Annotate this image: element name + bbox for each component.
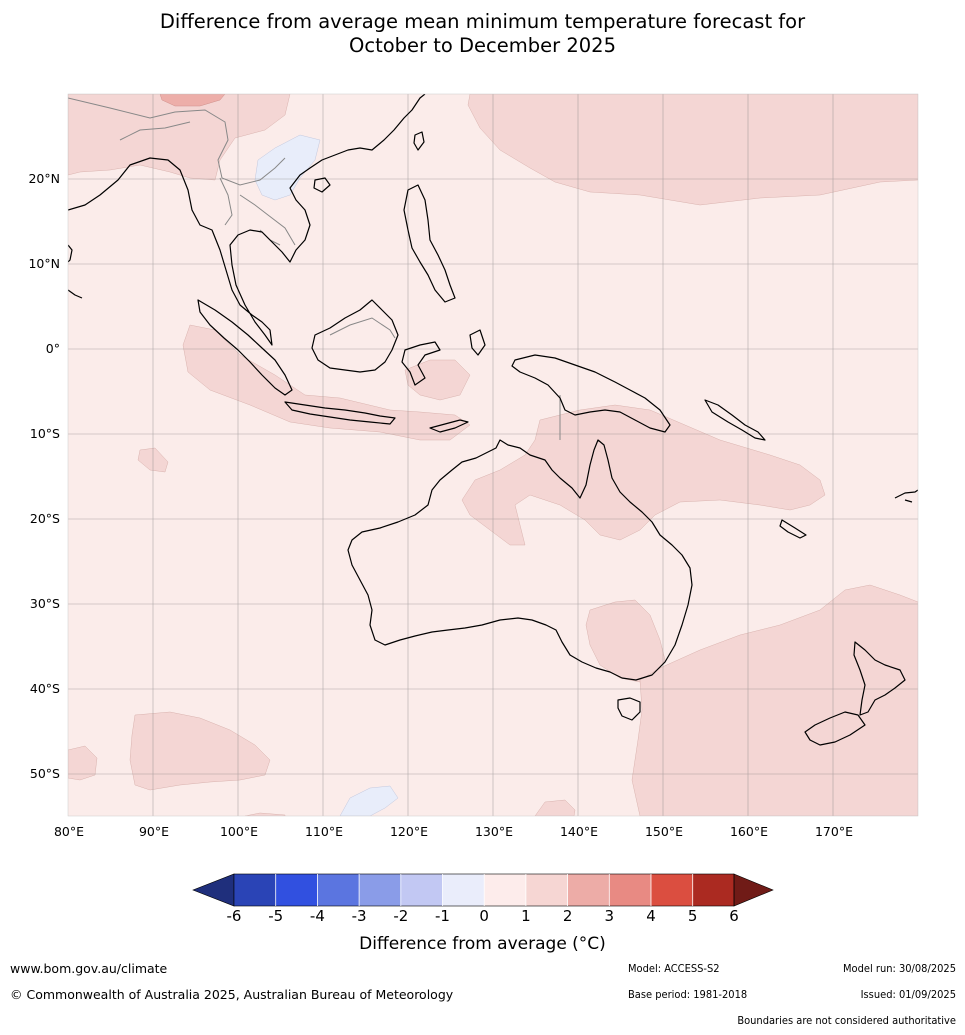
lon-label: 170°E [814, 824, 853, 839]
lat-label: 50°S [29, 766, 60, 781]
colorbar-bin-minus6-minus5 [234, 874, 276, 906]
coast-hainan [313, 177, 331, 193]
coast-asia-mainland [68, 94, 426, 346]
region-southern-indian-ocean [129, 711, 271, 791]
map-frame [67, 93, 919, 817]
colorbar-tick-label: -4 [309, 907, 325, 925]
coast-india-east [68, 289, 83, 299]
coast-java [284, 401, 396, 425]
lon-label: 110°E [304, 824, 343, 839]
colorbar-tick-label: 6 [729, 907, 739, 925]
colorbar-tick-label: -1 [435, 907, 450, 925]
colorbar-bin-1-2 [525, 874, 568, 906]
coast-philippines [403, 184, 456, 303]
anomaly-1-to-2-regions [68, 94, 918, 816]
colorbar-bin-2-3 [567, 874, 610, 906]
coast-new-guinea [511, 354, 671, 433]
colorbar-bin-minus3-minus2 [359, 874, 401, 906]
region-north-pacific [467, 94, 918, 206]
colorbar-tick-label: -5 [268, 907, 284, 925]
anomaly-minus1-to-0-regions [254, 134, 399, 816]
colorbar-bin-5-6 [692, 874, 734, 906]
lat-label: 0° [45, 341, 60, 356]
coast-timor [429, 419, 469, 433]
colorbar-tick-label: 5 [687, 907, 698, 925]
disclaimer-text: Boundaries are not considered authoritat… [737, 1014, 956, 1027]
colorbar-bin-minus1-0 [442, 874, 485, 906]
website-link[interactable]: www.bom.gov.au/climate [10, 961, 168, 976]
region-indochina-cool [254, 134, 321, 201]
coast-fiji [894, 489, 918, 503]
coast-tasmania [617, 697, 641, 721]
colorbar-high-extension [733, 873, 774, 907]
lat-label: 10°N [28, 256, 60, 271]
colorbar-tick-label: 0 [479, 907, 489, 925]
lon-label: 130°E [474, 824, 513, 839]
colorbar-bin-3-4 [609, 874, 651, 906]
model-text: Model: ACCESS-S2 [628, 962, 720, 975]
coast-nz-north [853, 641, 906, 716]
model-run-text: Model run: 30/08/2025 [843, 962, 956, 975]
colorbar-tick-label: 1 [521, 907, 531, 925]
map-title: Difference from average mean minimum tem… [0, 10, 965, 58]
lat-label: 10°S [29, 426, 60, 441]
coast-new-caledonia [779, 519, 807, 539]
lon-label: 100°E [219, 824, 258, 839]
coast-borneo [311, 299, 399, 373]
region-tasman-southern-ocean [631, 584, 918, 816]
colorbar [192, 873, 774, 907]
region-indonesia [182, 324, 471, 441]
coast-australia [347, 439, 693, 681]
colorbar-tick-label: -3 [351, 907, 367, 925]
lat-label: 20°N [28, 171, 60, 186]
lon-label: 160°E [729, 824, 768, 839]
graticule [68, 94, 918, 816]
lon-label: 90°E [138, 824, 170, 839]
colorbar-low-extension [192, 873, 235, 907]
base-period-text: Base period: 1981-2018 [628, 988, 748, 1001]
coast-taiwan [413, 131, 425, 151]
colorbar-bin-minus2-minus1 [400, 874, 443, 906]
region-new-guinea-australia-north [461, 404, 826, 546]
lat-label: 20°S [29, 511, 60, 526]
issued-text: Issued: 01/09/2025 [860, 988, 956, 1001]
colorbar-tick-label: 3 [604, 907, 615, 925]
colorbar-bin-4-5 [651, 874, 693, 906]
colorbar-tick-label: 4 [646, 907, 656, 925]
coast-solomon [704, 399, 766, 441]
colorbar-tick-label: 2 [562, 907, 573, 925]
colorbar-tick-label: -2 [393, 907, 409, 925]
coast-halmahera [469, 329, 486, 356]
lon-label: 80°E [53, 824, 85, 839]
anomaly-2-to-3-region [159, 94, 226, 107]
coast-nz-south [804, 711, 866, 746]
title-line-2: October to December 2025 [349, 34, 616, 57]
region-south-edge-2 [244, 812, 286, 816]
title-line-1: Difference from average mean minimum tem… [159, 10, 806, 33]
coastlines [68, 94, 918, 746]
lat-label: 40°S [29, 681, 60, 696]
lon-label: 150°E [644, 824, 683, 839]
coast-sumatra [197, 299, 293, 396]
coast-sulawesi [401, 341, 441, 386]
country-borders [68, 97, 561, 440]
lat-label: 30°S [29, 596, 60, 611]
region-southern-ocean-cool [339, 785, 399, 816]
coast-sri-lanka [68, 244, 73, 263]
lon-label: 140°E [559, 824, 598, 839]
region-south-edge [534, 799, 576, 816]
lon-label: 120°E [389, 824, 428, 839]
colorbar-bin-minus4-minus3 [317, 874, 360, 906]
colorbar-bin-minus5-minus4 [275, 874, 318, 906]
colorbar-bin-0-1 [484, 874, 526, 906]
copyright-text: © Commonwealth of Australia 2025, Austra… [10, 987, 454, 1002]
colorbar-title: Difference from average (°C) [359, 934, 606, 954]
colorbar-tick-label: -6 [226, 907, 242, 925]
region-far-southwest [68, 745, 98, 781]
